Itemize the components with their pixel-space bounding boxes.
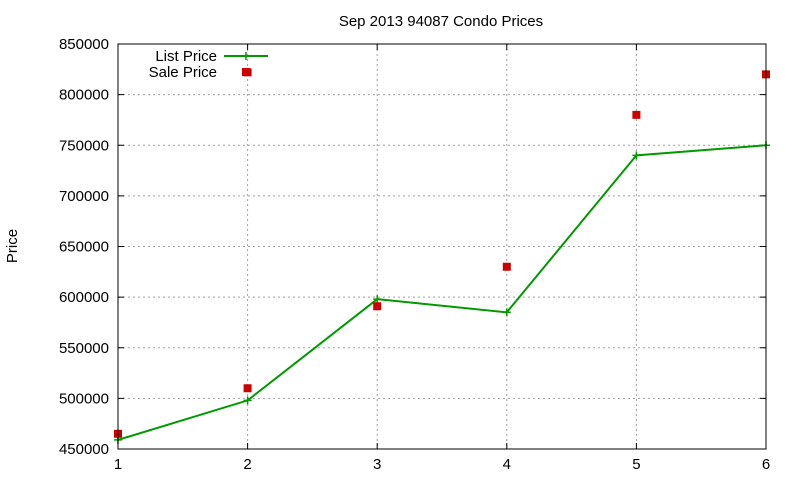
legend-marker	[242, 68, 250, 76]
y-tick-label: 450000	[59, 441, 109, 458]
data-point	[373, 302, 382, 311]
y-tick-label: 850000	[59, 36, 109, 53]
series-line	[117, 144, 767, 441]
y-tick-label: 650000	[59, 239, 109, 256]
data-point	[373, 295, 382, 304]
axes-layer: 1 2 3 4 5 6 450000 500000 550000 600000 650000 7000…	[59, 36, 770, 473]
chart-title: Sep 2013 94087 Condo Prices	[339, 13, 543, 30]
x-tick-label: 1	[114, 456, 122, 473]
legend-label: List Price	[155, 48, 217, 65]
y-tick-label: 800000	[59, 87, 109, 104]
y-tick-label: 700000	[59, 188, 109, 205]
data-point	[502, 262, 511, 271]
y-tick-label: 600000	[59, 289, 109, 306]
legend-entry: Sale Price	[149, 64, 250, 81]
x-tick-label: 2	[243, 456, 251, 473]
series-sale-price	[114, 70, 770, 438]
y-tick-label: 500000	[59, 390, 109, 407]
y-tick-label: 750000	[59, 137, 109, 154]
data-point	[243, 384, 252, 393]
series-layer	[114, 68, 770, 444]
y-tick-label: 550000	[59, 340, 109, 357]
x-tick-label: 5	[632, 456, 640, 473]
y-axis-label: Price	[4, 229, 21, 263]
legend-entry: List Price	[155, 48, 268, 65]
x-tick-label: 4	[503, 456, 511, 473]
grid-layer	[118, 44, 766, 449]
legend-marker	[242, 52, 250, 60]
legend-label: Sale Price	[149, 64, 217, 81]
series-list-price	[114, 141, 770, 444]
x-tick-label: 3	[373, 456, 381, 473]
plot-frame	[117, 43, 767, 450]
x-tick-label: 6	[762, 456, 770, 473]
data-point	[243, 396, 252, 405]
data-point	[632, 110, 641, 119]
data-point	[632, 151, 641, 160]
data-point	[502, 308, 511, 317]
